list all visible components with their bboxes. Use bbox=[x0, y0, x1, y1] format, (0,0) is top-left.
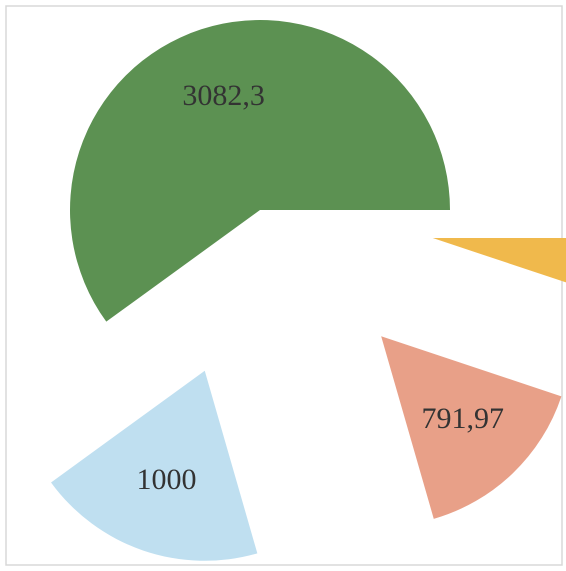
pie-slice bbox=[432, 238, 566, 283]
pie-slice bbox=[70, 19, 450, 322]
pie-slice bbox=[381, 336, 562, 519]
slice-label: 3082,3 bbox=[182, 79, 265, 112]
slice-label: 791,97 bbox=[421, 402, 504, 435]
slice-label: 1000 bbox=[136, 463, 196, 496]
pie-slice bbox=[51, 370, 258, 561]
